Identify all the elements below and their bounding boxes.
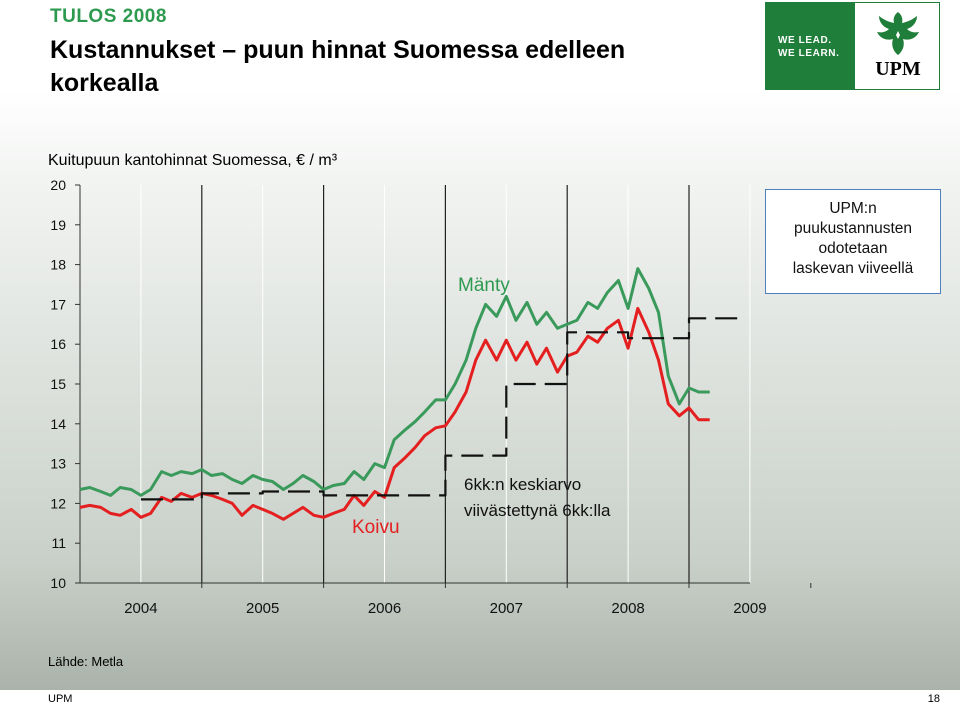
griffin-icon [877, 12, 919, 55]
y-tick-label: 18 [50, 257, 66, 273]
callout-line1: UPM:n [829, 200, 877, 217]
footer: UPM 18 [0, 690, 960, 706]
callout-line4: laskevan viiveellä [792, 260, 914, 277]
x-tick-label: 2007 [490, 600, 523, 617]
footer-page-number: 18 [927, 693, 940, 705]
y-tick-label: 11 [51, 535, 66, 551]
x-tick-label: 2004 [124, 600, 157, 617]
logo-tagline-panel: WE LEAD. WE LEARN. [765, 2, 854, 90]
x-tick-label: 2008 [611, 600, 644, 617]
x-tick-label: 2005 [246, 600, 279, 617]
chart-title: Kuitupuun kantohinnat Suomessa, € / m³ [48, 152, 338, 169]
callout-line3: odotetaan [818, 240, 888, 257]
y-tick-label: 12 [50, 495, 66, 511]
y-tick-label: 10 [50, 575, 66, 591]
header-kicker: TULOS 2008 [50, 6, 167, 27]
y-tick-label: 15 [50, 376, 66, 392]
annotation-moving-average-line1: 6kk:n keskiarvo [464, 475, 581, 494]
series-line-manty [79, 267, 710, 497]
chart-axes [75, 184, 812, 588]
annotation-koivu: Koivu [352, 517, 400, 538]
callout-box: UPM:n puukustannusten odotetaan laskevan… [765, 189, 941, 294]
series-lines [79, 267, 738, 521]
logo-tagline-line2: WE LEARN. [778, 48, 840, 59]
y-tick-label: 13 [50, 456, 66, 472]
series-line-moving-average [140, 317, 738, 501]
annotation-moving-average-line2: viivästettynä 6kk:lla [464, 501, 611, 520]
annotation-manty: Mänty [458, 275, 510, 296]
year-gridlines [140, 185, 751, 583]
y-tick-label: 17 [50, 296, 66, 312]
logo-tagline-line1: WE LEAD. [778, 35, 832, 46]
y-tick-label: 20 [50, 177, 66, 193]
upm-logo: UPM [854, 2, 940, 90]
series-line-koivu [79, 306, 710, 521]
y-tick-label: 14 [50, 416, 66, 432]
price-line-chart: 10 11 12 13 14 15 16 17 18 19 20 2004 2005 2006 2007 20… [50, 177, 812, 617]
y-tick-label: 16 [50, 336, 66, 352]
x-tick-label: 2006 [368, 600, 401, 617]
page-title: Kustannukset – puun hinnat Suomessa edel… [50, 36, 626, 97]
y-tick-label: 19 [50, 217, 66, 233]
x-tick-label: 2009 [733, 600, 766, 617]
tick-labels: 10 11 12 13 14 15 16 17 18 19 20 2004 2005 2006 2007 20… [50, 177, 766, 617]
chart-annotations: Mänty Koivu 6kk:n keskiarvo viivästettyn… [352, 275, 611, 538]
logo-wordmark: UPM [875, 58, 921, 80]
footer-company: UPM [48, 693, 73, 705]
callout-line2: puukustannusten [793, 220, 913, 237]
source-note: Lähde: Metla [48, 654, 124, 669]
slide-header: TULOS 2008 Kustannukset – puun hinnat Su… [0, 0, 960, 140]
